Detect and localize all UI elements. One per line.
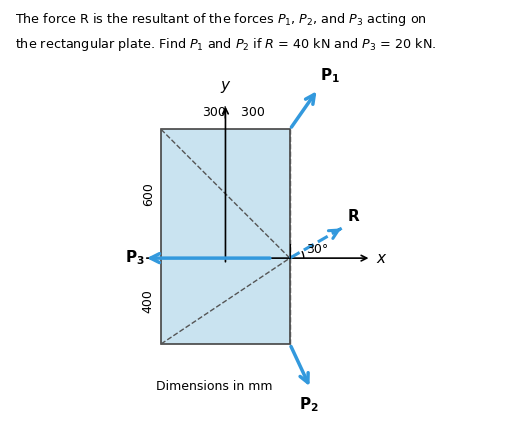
Text: $\mathbf{R}$: $\mathbf{R}$ [347, 208, 360, 224]
Text: $x$: $x$ [376, 250, 387, 266]
Text: $\mathbf{P_2}$: $\mathbf{P_2}$ [298, 395, 318, 414]
Text: |: | [219, 106, 231, 119]
Text: $\mathbf{P_1}$: $\mathbf{P_1}$ [320, 66, 340, 85]
Text: Dimensions in mm: Dimensions in mm [156, 380, 273, 393]
Text: $\mathbf{P_3}$: $\mathbf{P_3}$ [125, 249, 145, 267]
Text: 600: 600 [142, 182, 155, 206]
Text: The force R is the resultant of the forces $P_1$, $P_2$, and $P_3$ acting on: The force R is the resultant of the forc… [15, 11, 427, 27]
Text: 300: 300 [225, 106, 265, 119]
Text: 400: 400 [142, 289, 155, 313]
Text: 300: 300 [202, 106, 225, 119]
Text: the rectangular plate. Find $P_1$ and $P_2$ if $R$ = 40 kN and $P_3$ = 20 kN.: the rectangular plate. Find $P_1$ and $P… [15, 36, 437, 53]
Bar [161, 129, 290, 344]
Text: 30°: 30° [306, 243, 328, 256]
Text: $y$: $y$ [220, 79, 231, 95]
